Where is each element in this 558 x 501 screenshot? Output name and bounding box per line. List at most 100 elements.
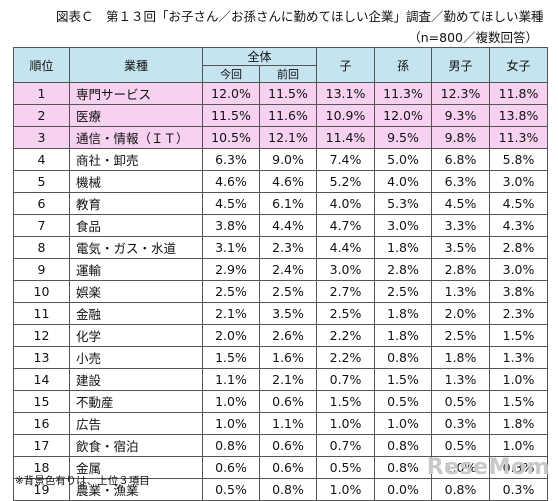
table-row: 12 化学 2.0% 2.6% 2.2% 1.8% 2.5% 1.5%	[13, 324, 549, 347]
boy-cell: 9.3%	[431, 104, 491, 127]
industry-cell: 小売	[69, 346, 203, 369]
grandchild-cell: 12.0%	[374, 104, 433, 127]
grandchild-cell: 1.5%	[374, 368, 433, 391]
sample-size-note: （n=800／複数回答）	[408, 30, 538, 45]
this-time-cell: 0.5%	[202, 478, 260, 501]
this-time-cell: 0.8%	[202, 434, 260, 457]
grandchild-cell: 5.3%	[374, 192, 433, 215]
grandchild-cell: 0.0%	[374, 478, 433, 501]
child-cell: 7.4%	[316, 148, 376, 171]
rank-cell: 9	[13, 258, 70, 281]
child-cell: 13.1%	[316, 82, 376, 105]
table-row: 18 金属 0.6% 0.6% 0.5% 0.8% 1.0% 0.3%	[13, 456, 549, 479]
grandchild-cell: 11.3%	[374, 82, 433, 105]
this-time-cell: 2.5%	[202, 280, 260, 303]
grandchild-cell: 0.8%	[374, 434, 433, 457]
last-time-cell: 11.6%	[258, 104, 318, 127]
girl-cell: 4.3%	[489, 214, 549, 237]
industry-ranking-table: 順位 業種 全体 子 孫 男子 女子 今回 前回 1 専門サービス 12.0% 11.…	[13, 47, 549, 501]
rank-cell: 3	[13, 126, 70, 149]
table-row: 11 金融 2.1% 3.5% 2.5% 1.8% 2.0% 2.3%	[13, 302, 549, 325]
header-boy: 男子	[431, 47, 491, 83]
last-time-cell: 11.5%	[258, 82, 318, 105]
child-cell: 4.0%	[316, 192, 376, 215]
boy-cell: 0.3%	[431, 412, 491, 435]
boy-cell: 2.0%	[431, 302, 491, 325]
grandchild-cell: 0.8%	[374, 456, 433, 479]
rank-cell: 15	[13, 390, 70, 413]
boy-cell: 3.3%	[431, 214, 491, 237]
last-time-cell: 2.6%	[258, 324, 318, 347]
child-cell: 1.5%	[316, 390, 376, 413]
header-child: 子	[316, 47, 376, 83]
industry-cell: 医療	[69, 104, 203, 127]
industry-cell: 機械	[69, 170, 203, 193]
girl-cell: 0.3%	[489, 478, 549, 501]
header-overall: 全体	[201, 47, 318, 66]
last-time-cell: 2.5%	[258, 280, 318, 303]
child-cell: 5.2%	[316, 170, 376, 193]
rank-cell: 2	[13, 104, 70, 127]
last-time-cell: 0.6%	[258, 456, 318, 479]
table-row: 1 専門サービス 12.0% 11.5% 13.1% 11.3% 12.3% 11.8%	[13, 82, 549, 105]
child-cell: 0.7%	[316, 368, 376, 391]
industry-cell: 商社・卸売	[69, 148, 203, 171]
table-row: 7 食品 3.8% 4.4% 4.7% 3.0% 3.3% 4.3%	[13, 214, 549, 237]
boy-cell: 1.3%	[431, 368, 491, 391]
footnote: ※背景色有りは、上位３項目	[15, 475, 150, 487]
this-time-cell: 3.1%	[202, 236, 260, 259]
table-row: 16 広告 1.0% 1.1% 1.0% 1.0% 0.3% 1.8%	[13, 412, 549, 435]
table-title: 図表Ｃ 第１３回「お子さん／お孫さんに勤めてほしい企業」調査／勤めてほしい業種	[56, 9, 544, 24]
grandchild-cell: 1.0%	[374, 412, 433, 435]
rank-cell: 13	[13, 346, 70, 369]
table-row: 5 機械 4.6% 4.6% 5.2% 4.0% 6.3% 3.0%	[13, 170, 549, 193]
last-time-cell: 4.4%	[258, 214, 318, 237]
table-row: 10 娯楽 2.5% 2.5% 2.7% 2.5% 1.3% 3.8%	[13, 280, 549, 303]
child-cell: 2.2%	[316, 324, 376, 347]
table-row: 13 小売 1.5% 1.6% 2.2% 0.8% 1.8% 1.3%	[13, 346, 549, 369]
table-row: 17 飲食・宿泊 0.8% 0.6% 0.7% 0.8% 0.5% 1.0%	[13, 434, 549, 457]
boy-cell: 0.5%	[431, 390, 491, 413]
girl-cell: 1.3%	[489, 346, 549, 369]
header-girl: 女子	[489, 47, 549, 83]
girl-cell: 13.8%	[489, 104, 549, 127]
industry-cell: 広告	[69, 412, 203, 435]
table-body: 1 専門サービス 12.0% 11.5% 13.1% 11.3% 12.3% 11.8% 2 医療…	[13, 82, 549, 501]
boy-cell: 6.3%	[431, 170, 491, 193]
industry-cell: 専門サービス	[69, 82, 203, 105]
child-cell: 10.9%	[316, 104, 376, 127]
girl-cell: 1.5%	[489, 324, 549, 347]
girl-cell: 2.3%	[489, 302, 549, 325]
grandchild-cell: 0.5%	[374, 390, 433, 413]
girl-cell: 1.0%	[489, 368, 549, 391]
this-time-cell: 4.5%	[202, 192, 260, 215]
boy-cell: 2.8%	[431, 258, 491, 281]
rank-cell: 12	[13, 324, 70, 347]
this-time-cell: 2.9%	[202, 258, 260, 281]
this-time-cell: 3.8%	[202, 214, 260, 237]
last-time-cell: 3.5%	[258, 302, 318, 325]
child-cell: 2.2%	[316, 346, 376, 369]
rank-cell: 5	[13, 170, 70, 193]
boy-cell: 1.8%	[431, 346, 491, 369]
child-cell: 2.7%	[316, 280, 376, 303]
grandchild-cell: 4.0%	[374, 170, 433, 193]
girl-cell: 1.8%	[489, 412, 549, 435]
last-time-cell: 0.8%	[258, 478, 318, 501]
this-time-cell: 11.5%	[202, 104, 260, 127]
rank-cell: 1	[13, 82, 70, 105]
rank-cell: 16	[13, 412, 70, 435]
grandchild-cell: 0.8%	[374, 346, 433, 369]
grandchild-cell: 1.8%	[374, 302, 433, 325]
table-row: 9 運輸 2.9% 2.4% 3.0% 2.8% 2.8% 3.0%	[13, 258, 549, 281]
industry-cell: 電気・ガス・水道	[69, 236, 203, 259]
table-row: 6 教育 4.5% 6.1% 4.0% 5.3% 4.5% 4.5%	[13, 192, 549, 215]
industry-cell: 食品	[69, 214, 203, 237]
this-time-cell: 2.1%	[202, 302, 260, 325]
rank-cell: 11	[13, 302, 70, 325]
girl-cell: 3.8%	[489, 280, 549, 303]
last-time-cell: 6.1%	[258, 192, 318, 215]
boy-cell: 12.3%	[431, 82, 491, 105]
child-cell: 3.0%	[316, 258, 376, 281]
this-time-cell: 6.3%	[202, 148, 260, 171]
